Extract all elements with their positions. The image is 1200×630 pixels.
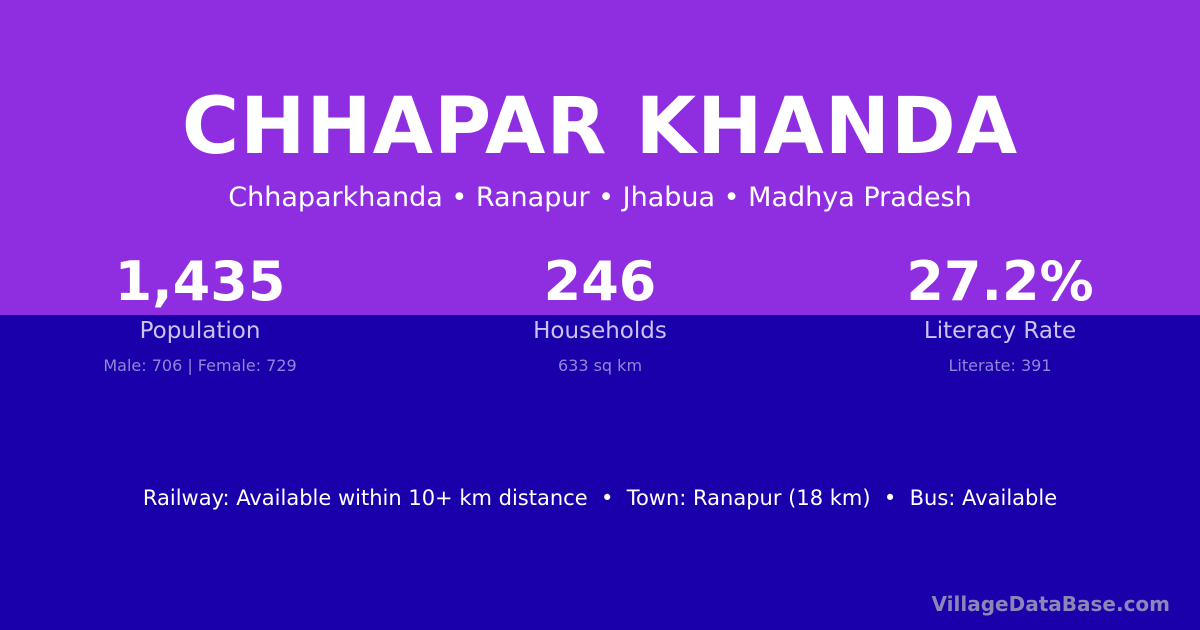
stat-value: 246 — [543, 250, 657, 313]
stat-detail: 633 sq km — [557, 356, 643, 375]
stat-population: 1,435 Population Male: 706 | Female: 729 — [0, 250, 400, 375]
stat-households: 246 Households 633 sq km — [400, 250, 800, 375]
facilities-line: Railway: Available within 10+ km distanc… — [142, 486, 1058, 510]
stat-label: Households — [533, 318, 667, 344]
page-title: CHHAPAR KHANDA — [181, 82, 1019, 172]
stat-literacy: 27.2% Literacy Rate Literate: 391 — [800, 250, 1200, 375]
stat-detail: Male: 706 | Female: 729 — [103, 356, 297, 375]
stat-value: 27.2% — [906, 250, 1094, 313]
stat-detail: Literate: 391 — [948, 356, 1052, 375]
brand-logo: VillageDataBase.com — [931, 592, 1170, 616]
stat-label: Literacy Rate — [923, 318, 1077, 344]
header-band — [0, 0, 1200, 315]
stat-label: Population — [139, 318, 261, 344]
stat-value: 1,435 — [114, 250, 286, 313]
location-breadcrumb: Chhaparkhanda • Ranapur • Jhabua • Madhy… — [228, 182, 972, 213]
